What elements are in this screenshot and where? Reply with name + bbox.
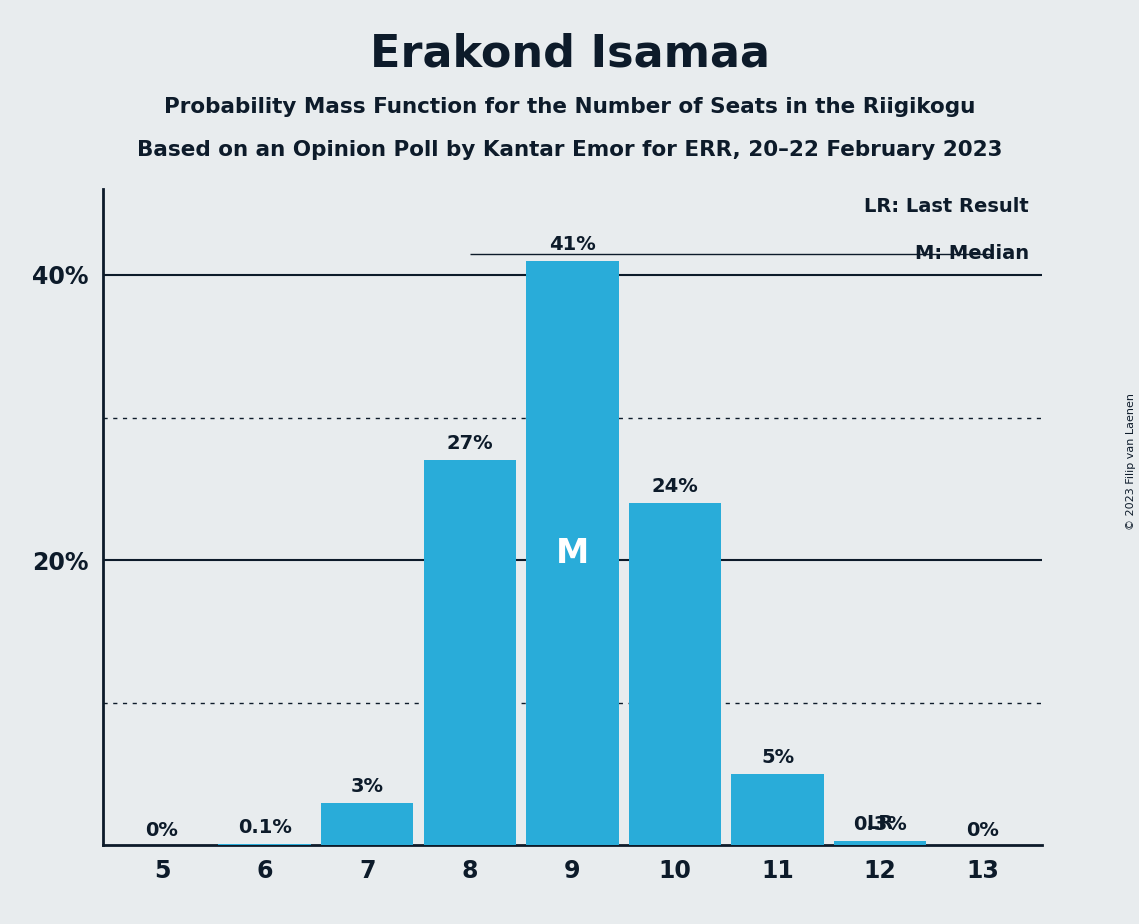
Text: 0.3%: 0.3% [853,815,907,834]
Text: 5%: 5% [761,748,794,767]
Text: M: M [556,537,589,569]
Text: 3%: 3% [351,776,384,796]
Text: M: Median: M: Median [915,244,1029,263]
Bar [321,803,413,845]
Text: Erakond Isamaa: Erakond Isamaa [369,32,770,76]
Text: LR: LR [867,814,894,833]
Bar [834,841,926,845]
Text: 0.1%: 0.1% [238,818,292,837]
Text: 27%: 27% [446,434,493,454]
Text: Probability Mass Function for the Number of Seats in the Riigikogu: Probability Mass Function for the Number… [164,97,975,117]
Bar [526,261,618,845]
Text: Based on an Opinion Poll by Kantar Emor for ERR, 20–22 February 2023: Based on an Opinion Poll by Kantar Emor … [137,140,1002,161]
Text: © 2023 Filip van Laenen: © 2023 Filip van Laenen [1126,394,1136,530]
Text: 0%: 0% [146,821,179,840]
Bar [424,460,516,845]
Bar [731,774,823,845]
Text: 0%: 0% [966,821,999,840]
Bar [629,504,721,845]
Text: LR: Last Result: LR: Last Result [865,197,1029,216]
Text: 24%: 24% [652,477,698,496]
Bar [219,844,311,845]
Text: 41%: 41% [549,235,596,253]
